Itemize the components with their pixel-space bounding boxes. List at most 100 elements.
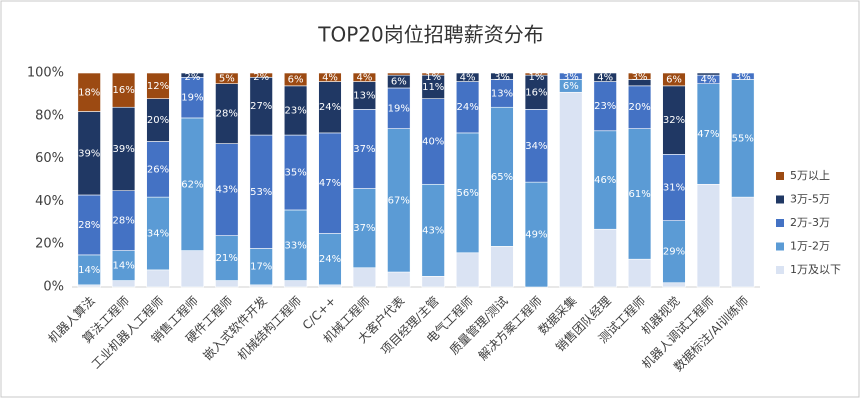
bar-segment bbox=[593, 72, 617, 82]
bar-segment bbox=[731, 196, 755, 288]
value-label: 43% bbox=[422, 225, 444, 236]
y-tick-label: 0% bbox=[43, 280, 64, 295]
bar-segment bbox=[283, 72, 308, 87]
value-label: 18% bbox=[78, 87, 100, 98]
bar-segment bbox=[352, 267, 377, 288]
bar-segment bbox=[421, 72, 445, 76]
value-label: 11% bbox=[422, 82, 444, 93]
value-label: 3% bbox=[735, 72, 751, 83]
value-label: 21% bbox=[216, 253, 238, 264]
value-label: 4% bbox=[700, 74, 716, 85]
value-label: 47% bbox=[697, 129, 719, 140]
y-tick-label: 80% bbox=[35, 108, 64, 123]
bar-segment bbox=[146, 72, 170, 99]
value-label: 20% bbox=[147, 115, 169, 126]
value-label: 47% bbox=[319, 178, 341, 189]
value-label: 20% bbox=[628, 102, 650, 113]
legend-swatch bbox=[776, 266, 784, 274]
value-label: 24% bbox=[319, 254, 341, 265]
value-label: 26% bbox=[147, 164, 169, 175]
bar-segment bbox=[111, 72, 136, 108]
y-tick-label: 100% bbox=[27, 66, 64, 81]
legend-label: 1万-2万 bbox=[790, 240, 830, 253]
value-label: 49% bbox=[525, 230, 547, 241]
bar-segment bbox=[559, 72, 583, 80]
value-label: 13% bbox=[491, 88, 513, 99]
value-label: 14% bbox=[112, 261, 134, 272]
bar-segment bbox=[627, 72, 652, 80]
y-tick-label: 20% bbox=[35, 237, 64, 252]
value-label: 65% bbox=[491, 172, 513, 183]
bar-segment bbox=[387, 271, 411, 288]
value-label: 43% bbox=[216, 185, 238, 196]
legend-swatch bbox=[776, 172, 784, 180]
value-label: 1% bbox=[425, 72, 441, 83]
value-label: 19% bbox=[388, 103, 410, 114]
value-label: 6% bbox=[666, 74, 682, 85]
value-label: 6% bbox=[288, 74, 304, 85]
value-label: 6% bbox=[563, 81, 579, 92]
value-label: 67% bbox=[388, 195, 410, 206]
y-tick-label: 40% bbox=[35, 194, 64, 209]
value-label: 23% bbox=[594, 101, 616, 112]
value-label: 1% bbox=[528, 72, 544, 83]
legend-swatch bbox=[776, 195, 784, 204]
bar-segment bbox=[524, 72, 549, 76]
value-label: 2% bbox=[184, 72, 200, 83]
value-label: 5% bbox=[219, 73, 235, 84]
bar-segment bbox=[696, 183, 721, 288]
value-label: 4% bbox=[597, 72, 613, 83]
bar-segment bbox=[455, 72, 480, 82]
value-label: 28% bbox=[216, 109, 238, 120]
bar-segment bbox=[318, 284, 342, 288]
bar-segment bbox=[731, 72, 755, 80]
value-label: 14% bbox=[78, 265, 100, 276]
bar-segment bbox=[111, 280, 136, 288]
legend-swatch bbox=[776, 242, 784, 251]
bar-segment bbox=[215, 72, 239, 84]
value-label: 28% bbox=[78, 220, 100, 231]
bar-segment bbox=[696, 72, 721, 76]
value-label: 37% bbox=[353, 144, 375, 155]
y-tick-label: 60% bbox=[35, 151, 64, 166]
bar-segment bbox=[490, 72, 514, 80]
bar-segment bbox=[662, 282, 686, 288]
value-label: 4% bbox=[356, 72, 372, 83]
legend-label: 2万-3万 bbox=[790, 216, 830, 229]
bar-segment bbox=[593, 228, 617, 288]
value-label: 39% bbox=[78, 148, 100, 159]
value-label: 34% bbox=[147, 229, 169, 240]
value-label: 55% bbox=[732, 133, 754, 144]
value-label: 34% bbox=[525, 141, 547, 152]
value-label: 39% bbox=[112, 144, 134, 155]
bar-segment bbox=[249, 284, 273, 288]
bar-segment bbox=[146, 269, 170, 288]
value-label: 3% bbox=[632, 72, 648, 83]
value-label: 62% bbox=[181, 179, 203, 190]
bar-segment bbox=[180, 72, 205, 78]
bar-segment bbox=[180, 250, 205, 288]
value-label: 56% bbox=[456, 188, 478, 199]
bar-segment bbox=[559, 91, 583, 288]
value-label: 4% bbox=[460, 72, 476, 83]
value-label: 46% bbox=[594, 175, 616, 186]
chart-title: TOP20岗位招聘薪资分布 bbox=[317, 23, 543, 47]
bar-segment bbox=[77, 72, 101, 112]
value-label: 31% bbox=[663, 182, 685, 193]
value-label: 28% bbox=[112, 216, 134, 227]
value-label: 16% bbox=[525, 87, 547, 98]
value-label: 17% bbox=[250, 262, 272, 273]
bar-segment bbox=[490, 246, 514, 288]
bar-segment bbox=[318, 72, 342, 82]
value-label: 24% bbox=[456, 102, 478, 113]
bar-segment bbox=[627, 258, 652, 288]
bar-segment bbox=[387, 72, 411, 76]
legend-label: 3万-5万 bbox=[790, 193, 830, 206]
bar-segment bbox=[421, 275, 445, 288]
bar-segment bbox=[77, 284, 101, 288]
bar-segment bbox=[352, 72, 377, 82]
value-label: 27% bbox=[250, 101, 272, 112]
bar-segment bbox=[662, 72, 686, 87]
value-label: 53% bbox=[250, 187, 272, 198]
